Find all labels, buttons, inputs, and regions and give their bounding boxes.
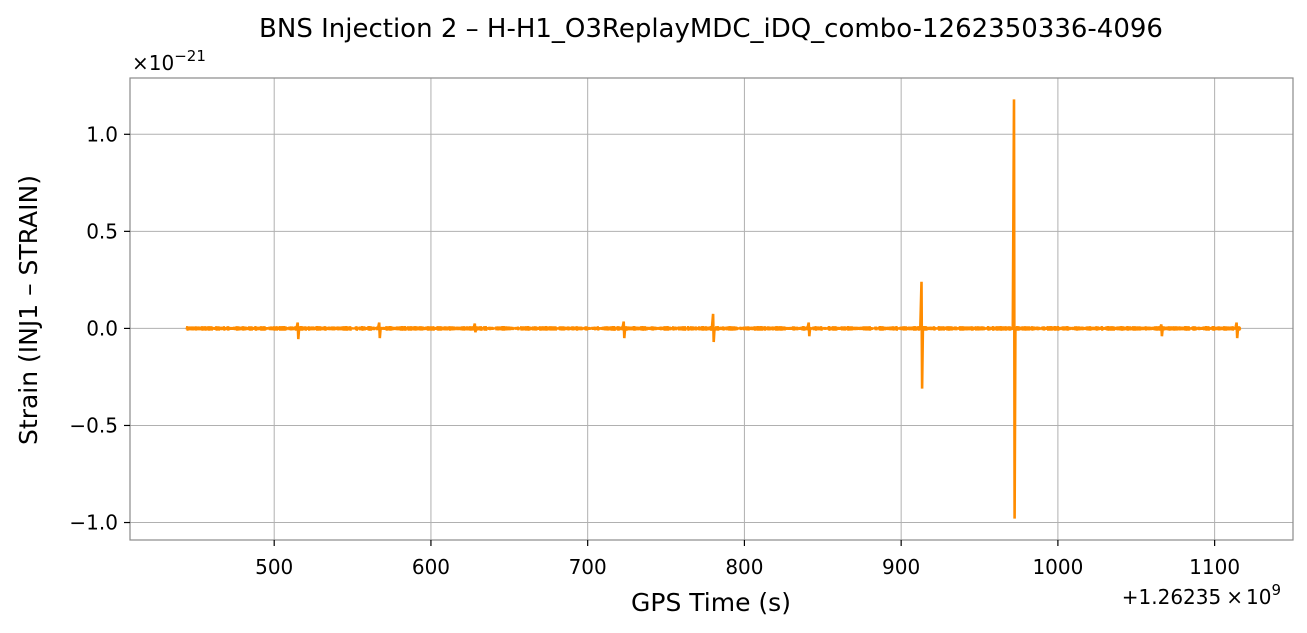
x-tick-label: 900 [882,555,920,579]
series-spike [919,281,925,389]
plot-frame [129,77,1294,541]
y-tick-label: 0.0 [86,316,118,340]
x-tick-label: 800 [725,555,763,579]
x-tick-label: 1100 [1189,555,1240,579]
series-spike [1234,322,1240,339]
series-spike [472,323,478,333]
series-spike [1158,324,1164,337]
y-axis: −1.0 −0.5 0.0 0.5 1.0 [69,122,130,535]
y-tick-label: 1.0 [86,122,118,146]
series-area [185,99,1242,519]
x-tick-label: 1000 [1032,555,1083,579]
y-multiplier-label: ×10−21 [132,47,206,75]
series-spike [295,322,301,340]
y-tick-label: 0.5 [86,219,118,243]
y-tick-label: −1.0 [69,511,118,535]
x-tick-label: 500 [255,555,293,579]
series-spike [376,322,382,339]
grid [130,78,1293,540]
series-spike [710,313,716,343]
y-tick-label: −0.5 [69,413,118,437]
x-offset-label: +1.26235 × 109 [1122,581,1281,609]
x-axis-title: GPS Time (s) [631,588,791,617]
series-spike [806,322,812,337]
x-axis: 500 600 700 800 900 1000 1100 [255,540,1240,579]
series-spike [621,321,627,339]
series-spike [1011,99,1017,519]
x-tick-label: 700 [569,555,607,579]
chart-title: BNS Injection 2 – H-H1_O3ReplayMDC_iDQ_c… [259,14,1163,44]
x-tick-label: 600 [412,555,450,579]
y-axis-title: Strain (INJ1 – STRAIN) [14,175,43,445]
